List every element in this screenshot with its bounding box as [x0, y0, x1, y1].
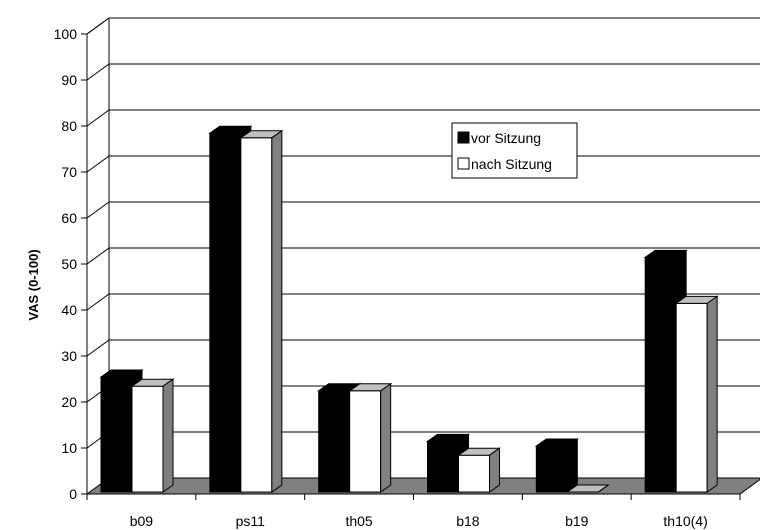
- gridline: [86, 339, 760, 357]
- bar-front: [535, 445, 568, 493]
- y-tick-label: 30: [61, 348, 77, 364]
- bar-nach-sitzung-b09: [130, 378, 175, 493]
- x-tick-label: b19: [565, 513, 589, 529]
- y-tick-label: 100: [54, 26, 78, 42]
- y-tick-label: 0: [69, 486, 77, 502]
- x-tick-label: b18: [456, 513, 480, 529]
- x-tick-label: th10(4): [663, 513, 707, 529]
- bar-side: [706, 295, 718, 493]
- legend: vor Sitzung nach Sitzung: [451, 122, 578, 179]
- y-tick-label: 40: [61, 302, 77, 318]
- y-tick-label: 60: [61, 210, 77, 226]
- y-tick-label: 70: [61, 164, 77, 180]
- gridline: [86, 155, 760, 173]
- axes: [81, 33, 741, 500]
- x-tick-label: th05: [345, 513, 372, 529]
- gridline: [86, 201, 760, 219]
- gridline: [86, 247, 760, 265]
- y-tick-label: 80: [61, 118, 77, 134]
- bar-nach-sitzung-ps11: [239, 129, 284, 493]
- legend-label-vor: vor Sitzung: [471, 130, 541, 146]
- bar-front: [100, 376, 133, 493]
- bar-front: [427, 440, 459, 493]
- bar-front: [209, 132, 242, 493]
- legend-label-nach: nach Sitzung: [471, 156, 552, 172]
- bar-side: [162, 378, 174, 493]
- gridline: [86, 109, 760, 127]
- gridline: [86, 17, 760, 35]
- bar-nach-sitzung-th10(4): [674, 295, 719, 493]
- legend-box: [451, 122, 578, 179]
- legend-swatch-nach: [457, 157, 470, 170]
- bar-front: [131, 385, 164, 493]
- y-tick-label: 10: [61, 440, 77, 456]
- x-tick-label: ps11: [236, 513, 266, 529]
- bar-front: [458, 454, 490, 493]
- bar-front: [644, 256, 677, 493]
- bar-front: [240, 137, 273, 493]
- gridline: [86, 63, 760, 81]
- gridline: [86, 293, 760, 311]
- bar-front: [318, 390, 351, 493]
- bar-side: [598, 484, 609, 493]
- y-axis-label: VAS (0-100): [26, 249, 41, 320]
- bar-front: [349, 390, 382, 493]
- legend-swatch-vor: [457, 131, 470, 144]
- bar-side: [271, 129, 283, 493]
- bar-vor-sitzung-b19: [534, 438, 579, 493]
- x-tick-labels: b09 ps11 th05 b18 b19 th10(4): [130, 513, 708, 529]
- bar-side: [566, 438, 578, 493]
- y-tick-label: 90: [61, 72, 77, 88]
- y-tick-label: 50: [61, 256, 77, 272]
- bar-side: [380, 382, 392, 493]
- bar-vor-sitzung-b18: [425, 433, 471, 493]
- bar-nach-sitzung-b19: [565, 484, 610, 493]
- bar-nach-sitzung-b18: [456, 447, 502, 493]
- y-tick-labels: 0 10 20 30 40 50 60 70 80 90 100: [54, 26, 78, 502]
- bar-front: [675, 302, 708, 493]
- bar-nach-sitzung-th05: [348, 382, 393, 493]
- x-tick-label: b09: [130, 513, 154, 529]
- bar-side: [489, 447, 500, 493]
- gridlines: [86, 17, 760, 449]
- bars: [99, 125, 719, 493]
- y-tick-label: 20: [61, 394, 77, 410]
